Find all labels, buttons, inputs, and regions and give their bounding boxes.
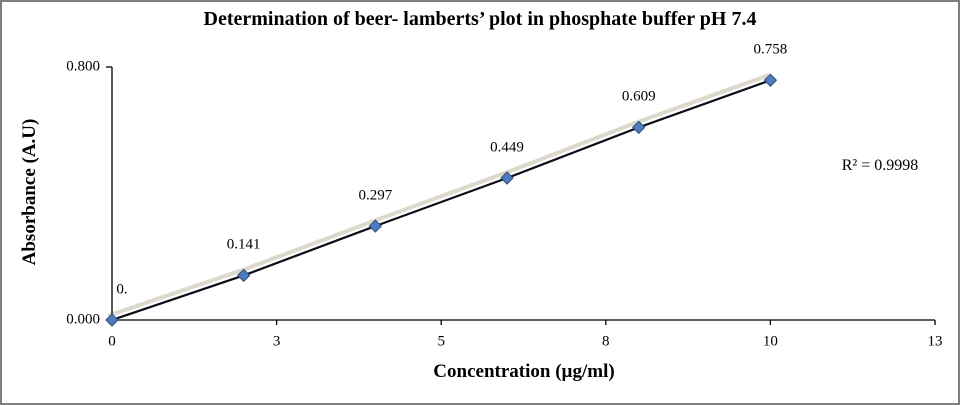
data-point-label: 0.758: [753, 41, 788, 58]
data-point-label: 0.141: [226, 236, 261, 253]
data-point-marker: [368, 219, 383, 233]
x-tick-label: 0: [108, 333, 116, 350]
y-tick-label: 0.000: [66, 311, 100, 328]
x-axis-title: Concentration (µg/ml): [433, 361, 615, 382]
x-tick-label: 3: [272, 333, 281, 350]
trendline-shadow: [108, 73, 771, 317]
data-point-marker: [236, 268, 251, 283]
trendline: [111, 79, 771, 322]
data-point-label: 0.: [116, 281, 128, 298]
data-point-label: 0.297: [358, 187, 393, 204]
data-point-label: 0.449: [490, 139, 524, 156]
x-tick-label: 5: [437, 333, 445, 350]
data-point-marker: [632, 120, 646, 135]
x-tick-label: 8: [602, 333, 610, 350]
data-point-marker: [105, 313, 119, 327]
data-point-marker: [763, 73, 778, 87]
data-point-label: 0.609: [621, 88, 656, 105]
data-point-marker: [500, 171, 514, 185]
x-tick-label: 10: [762, 333, 778, 350]
y-tick-label: 0.800: [66, 58, 100, 75]
chart-title: Determination of beer- lamberts’ plot in…: [203, 8, 757, 30]
r-squared-annotation: R² = 0.9998: [841, 157, 919, 174]
x-tick-label: 13: [927, 333, 943, 350]
